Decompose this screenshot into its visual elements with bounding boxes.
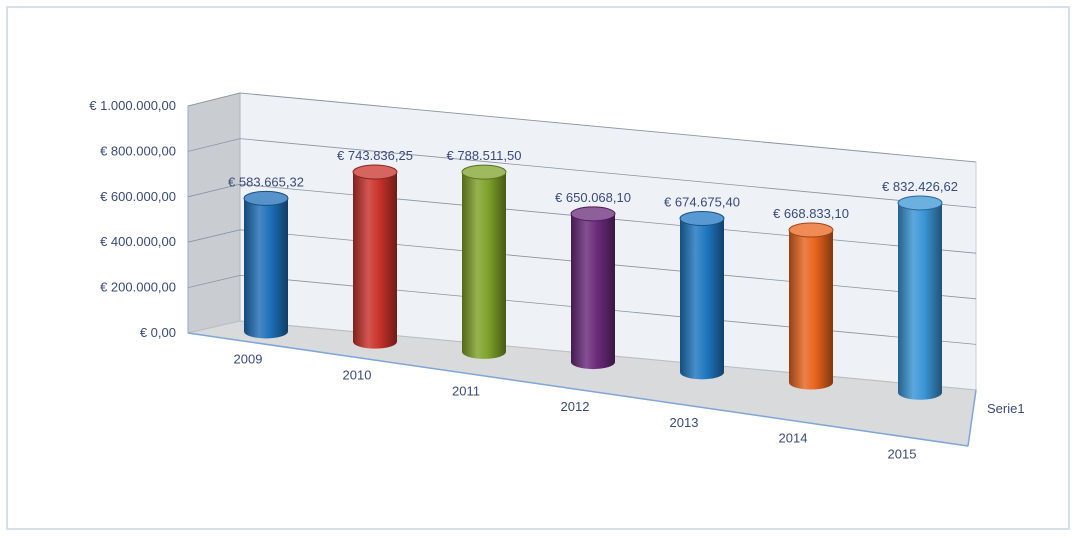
data-label: € 583.665,32 xyxy=(228,174,304,189)
depth-axis-label: Serie1 xyxy=(987,401,1025,416)
bar-top xyxy=(243,190,289,206)
bar-body xyxy=(353,172,397,349)
bar-2009 xyxy=(243,190,289,339)
gridline xyxy=(187,138,977,208)
bar-body xyxy=(244,198,288,339)
data-label: € 674.675,40 xyxy=(664,194,740,209)
bars xyxy=(243,164,943,400)
data-label: € 668.833,10 xyxy=(773,206,849,221)
bar-body xyxy=(571,213,615,370)
gridlines xyxy=(187,92,977,345)
bar-2014 xyxy=(788,222,834,390)
bar-2011 xyxy=(461,164,507,359)
data-labels: € 583.665,32 € 743.836,25 € 788.511,50 € 65… xyxy=(228,148,958,221)
y-tick-label: € 200.000,00 xyxy=(100,280,176,295)
y-tick-label: € 800.000,00 xyxy=(100,143,176,158)
bar-top xyxy=(897,195,943,211)
y-tick-label: € 400.000,00 xyxy=(100,234,176,249)
gridline xyxy=(187,274,977,345)
bar-body xyxy=(898,202,942,400)
cylinder-chart: € 0,00 € 200.000,00 € 400.000,00 € 600.000,… xyxy=(89,92,1025,462)
data-label: € 743.836,25 xyxy=(337,148,413,163)
bar-2010 xyxy=(352,164,398,349)
bar-top xyxy=(352,164,398,180)
data-label: € 832.426,62 xyxy=(882,179,958,194)
bar-2015 xyxy=(897,195,943,400)
y-tick-label: € 600.000,00 xyxy=(100,189,176,204)
x-tick-label: 2013 xyxy=(670,415,699,430)
gridline xyxy=(187,229,977,300)
bar-top xyxy=(570,206,616,222)
data-label: € 788.511,50 xyxy=(447,148,522,163)
gridline xyxy=(187,92,977,163)
y-axis-ticks: € 0,00 € 200.000,00 € 400.000,00 € 600.000,… xyxy=(89,98,176,340)
bar-top xyxy=(788,222,834,238)
x-tick-label: 2010 xyxy=(343,367,372,382)
bar-2013 xyxy=(679,210,725,380)
x-axis-line xyxy=(187,332,969,447)
depth-axis-line xyxy=(967,389,977,447)
x-axis-ticks: 2009 2010 2011 2012 2013 2014 2015 xyxy=(234,352,917,462)
data-label: € 650.068,10 xyxy=(555,190,631,205)
bar-top xyxy=(679,210,725,226)
bar-2012 xyxy=(570,206,616,370)
bar-body xyxy=(462,172,506,359)
chart-frame: € 0,00 € 200.000,00 € 400.000,00 € 600.000,… xyxy=(6,6,1070,530)
bar-body xyxy=(680,218,724,380)
bar-top xyxy=(461,164,507,180)
x-tick-label: 2011 xyxy=(452,383,480,398)
x-tick-label: 2012 xyxy=(561,399,590,414)
x-tick-label: 2014 xyxy=(779,431,808,446)
gridline xyxy=(187,183,977,254)
x-tick-label: 2009 xyxy=(234,352,263,367)
side-wall xyxy=(187,92,241,334)
y-tick-label: € 0,00 xyxy=(140,325,176,340)
bar-body xyxy=(789,230,833,390)
x-tick-label: 2015 xyxy=(888,446,917,461)
y-tick-label: € 1.000.000,00 xyxy=(89,98,176,113)
